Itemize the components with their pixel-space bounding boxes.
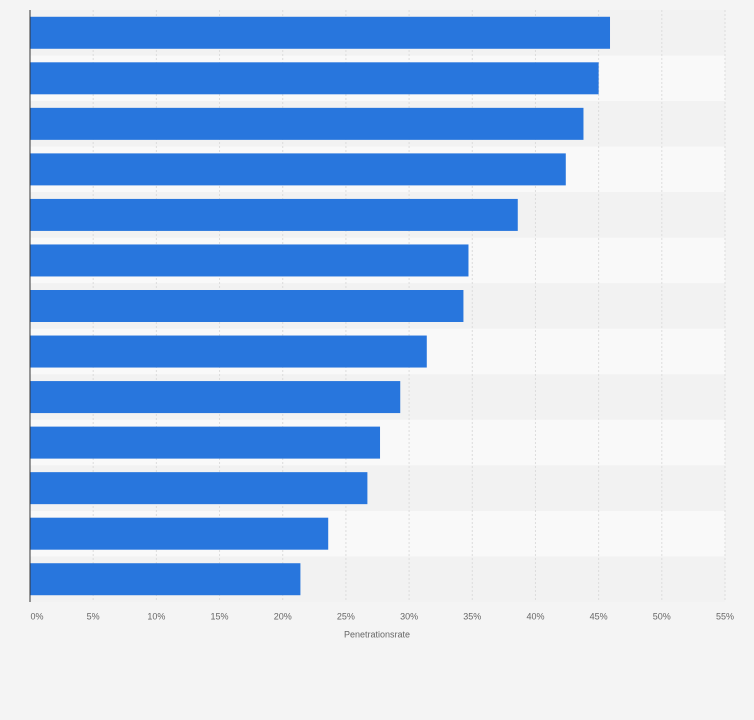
x-tick-label: 35% [463, 611, 481, 621]
x-tick-label: 55% [716, 611, 734, 621]
x-tick-label: 30% [400, 611, 418, 621]
x-tick-label: 10% [147, 611, 165, 621]
x-tick-label: 5% [87, 611, 100, 621]
bar [30, 335, 427, 368]
bar [30, 198, 518, 231]
x-tick-label: 45% [590, 611, 608, 621]
bar [30, 244, 469, 277]
bar [30, 16, 611, 49]
bar [30, 290, 464, 322]
bar [30, 563, 301, 596]
x-tick-label: 15% [211, 611, 229, 621]
bar [30, 107, 584, 140]
x-tick-label: 50% [653, 611, 671, 621]
bar [30, 62, 599, 95]
x-tick-label: 0% [30, 611, 43, 621]
x-tick-label: 40% [526, 611, 544, 621]
bar [30, 381, 401, 414]
x-tick-label: 20% [274, 611, 292, 621]
bar [30, 517, 329, 550]
bar [30, 153, 566, 186]
bar [30, 472, 368, 505]
x-tick-label: 25% [337, 611, 355, 621]
bar [30, 426, 381, 459]
x-axis-label: Penetrationsrate [344, 629, 410, 639]
